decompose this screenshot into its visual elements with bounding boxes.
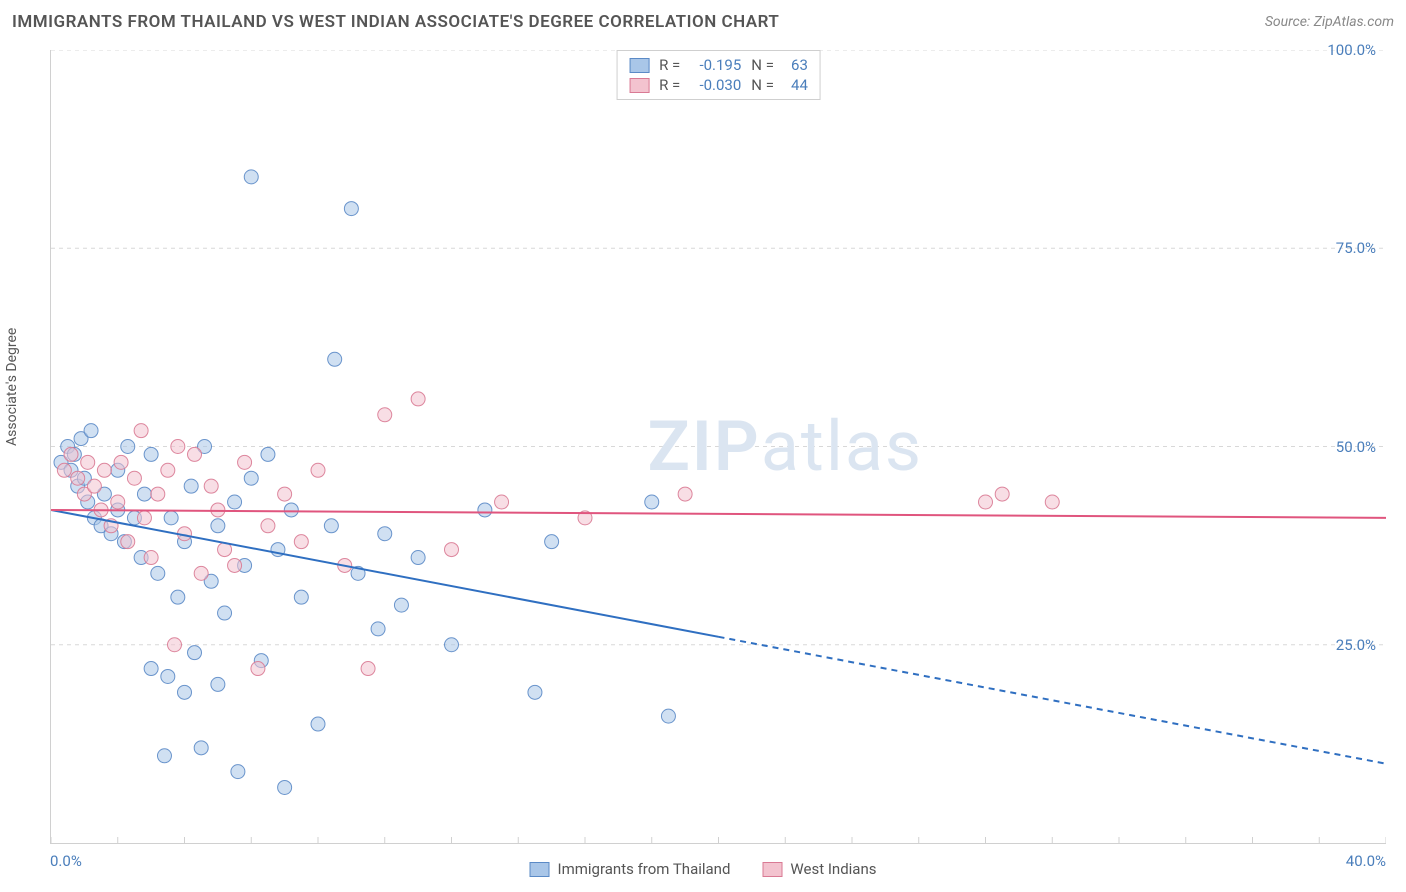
y-tick-label: 50.0% <box>1336 438 1376 456</box>
swatch-west-indians <box>629 78 649 93</box>
legend-stats: R = -0.195 N = 63 R = -0.030 N = 44 <box>616 50 821 100</box>
legend-label-west-indians: West Indians <box>790 860 876 878</box>
r-value-west-indians: -0.030 <box>686 76 741 94</box>
chart-svg <box>51 50 1386 843</box>
x-tick-max: 40.0% <box>1346 852 1386 870</box>
legend-stats-row-west-indians: R = -0.030 N = 44 <box>629 75 808 95</box>
y-tick-label: 25.0% <box>1336 636 1376 654</box>
y-tick-label: 100.0% <box>1327 41 1376 59</box>
n-label: N = <box>751 56 774 74</box>
legend-series: Immigrants from Thailand West Indians <box>530 860 877 878</box>
legend-stats-row-thailand: R = -0.195 N = 63 <box>629 55 808 75</box>
n-label: N = <box>751 76 774 94</box>
n-value-west-indians: 44 <box>780 76 808 94</box>
page-title: IMMIGRANTS FROM THAILAND VS WEST INDIAN … <box>12 12 779 32</box>
y-tick-label: 75.0% <box>1336 239 1376 257</box>
legend-label-thailand: Immigrants from Thailand <box>558 860 731 878</box>
legend-item-thailand: Immigrants from Thailand <box>530 860 731 878</box>
r-label: R = <box>659 56 680 74</box>
x-tick-min: 0.0% <box>50 852 82 870</box>
swatch-west-indians-icon <box>762 862 782 877</box>
swatch-thailand <box>629 58 649 73</box>
source-label: Source: ZipAtlas.com <box>1265 14 1394 30</box>
r-value-thailand: -0.195 <box>686 56 741 74</box>
legend-item-west-indians: West Indians <box>762 860 876 878</box>
r-label: R = <box>659 76 680 94</box>
swatch-thailand-icon <box>530 862 550 877</box>
chart-area: ZIPatlas R = -0.195 N = 63 R = -0.030 N … <box>50 50 1386 844</box>
y-axis-label: Associate's Degree <box>4 328 20 446</box>
n-value-thailand: 63 <box>780 56 808 74</box>
